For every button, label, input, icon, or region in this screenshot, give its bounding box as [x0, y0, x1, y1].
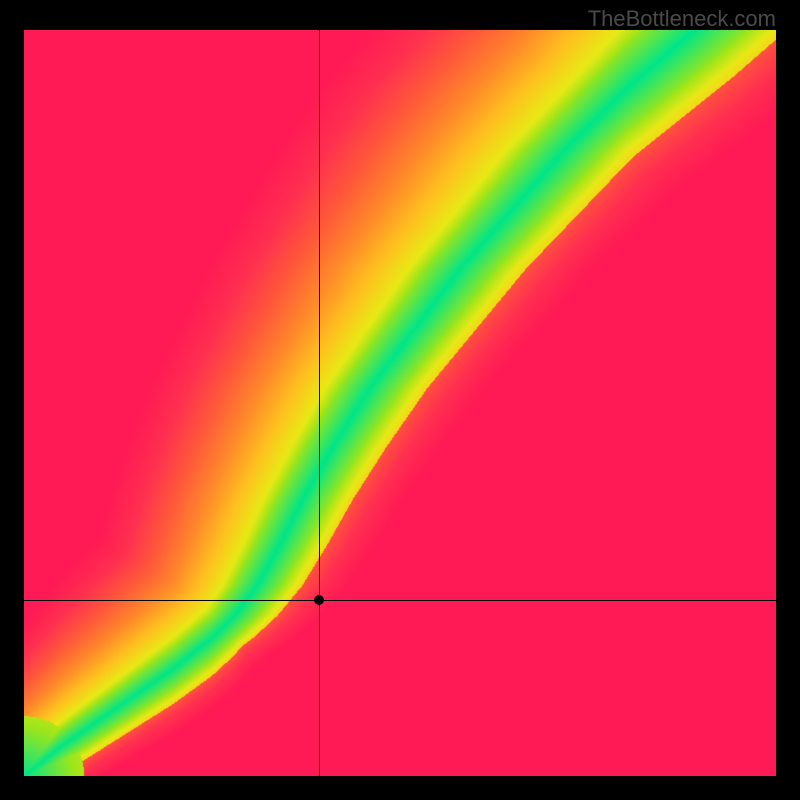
crosshair-horizontal	[24, 600, 776, 601]
heatmap-canvas	[24, 30, 776, 776]
crosshair-vertical	[319, 30, 320, 776]
crosshair-dot	[314, 595, 324, 605]
plot-area	[24, 30, 776, 776]
watermark-text: TheBottleneck.com	[588, 6, 776, 32]
